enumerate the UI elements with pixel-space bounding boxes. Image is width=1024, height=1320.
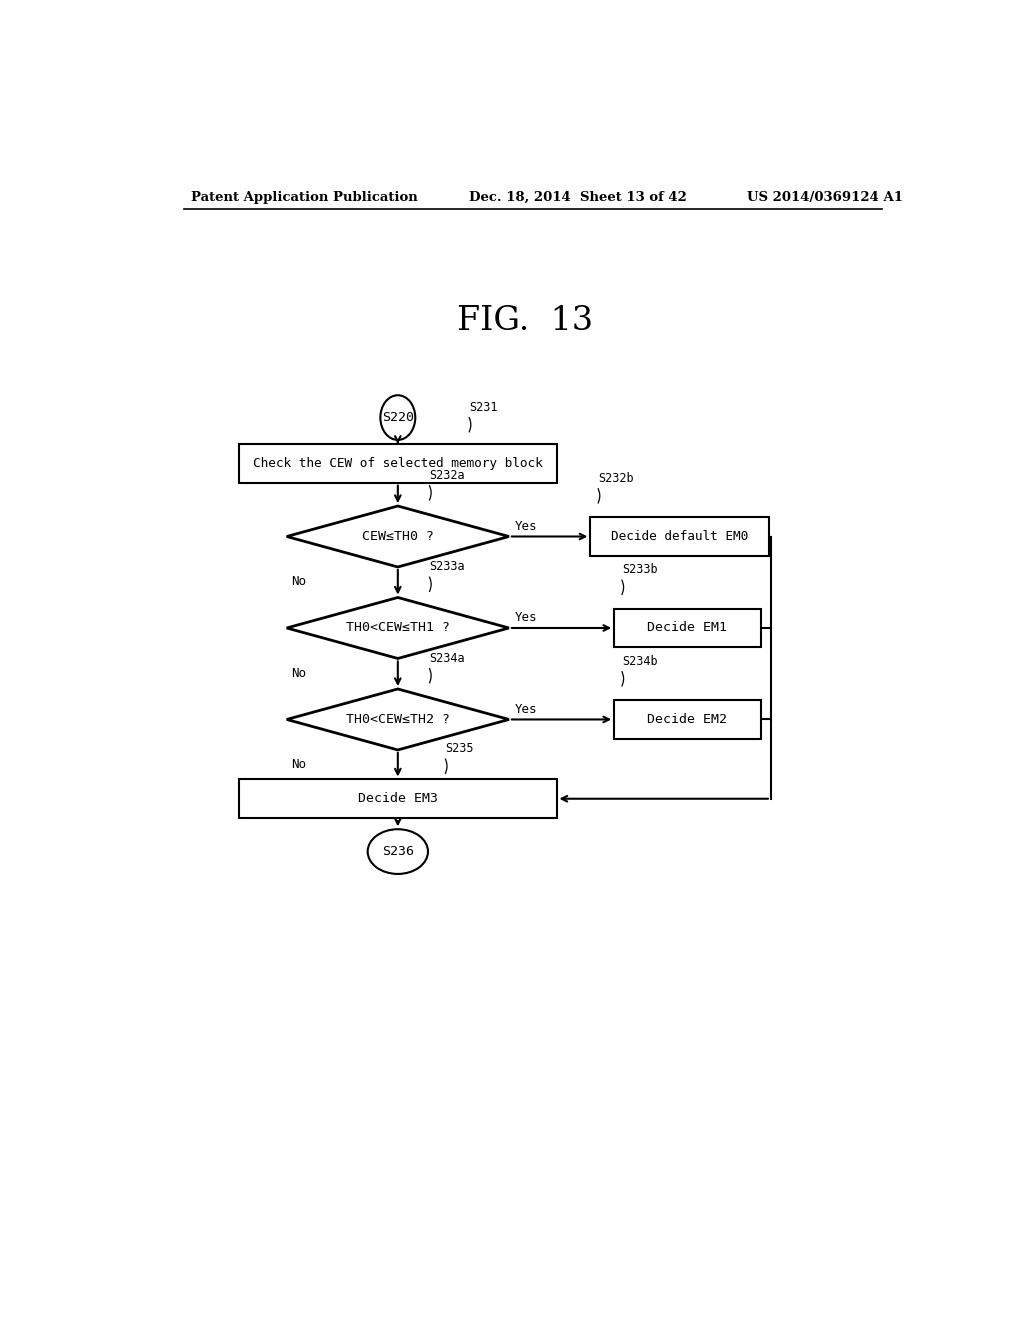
- Text: S235: S235: [445, 742, 474, 755]
- Text: Decide EM3: Decide EM3: [357, 792, 438, 805]
- Bar: [240, 779, 557, 818]
- Text: S233b: S233b: [622, 564, 657, 576]
- Text: S236: S236: [382, 845, 414, 858]
- Text: S233a: S233a: [430, 560, 465, 573]
- Text: Patent Application Publication: Patent Application Publication: [191, 190, 418, 203]
- Text: S232b: S232b: [598, 471, 634, 484]
- Text: TH0<CEW≤TH1 ?: TH0<CEW≤TH1 ?: [346, 622, 450, 635]
- Text: Decide EM2: Decide EM2: [647, 713, 727, 726]
- Text: S234a: S234a: [430, 652, 465, 664]
- Text: Check the CEW of selected memory block: Check the CEW of selected memory block: [253, 457, 543, 470]
- Circle shape: [380, 395, 416, 440]
- Bar: [614, 700, 761, 739]
- Text: S234b: S234b: [622, 655, 657, 668]
- Bar: [240, 444, 557, 483]
- Ellipse shape: [368, 829, 428, 874]
- Text: S231: S231: [469, 400, 498, 413]
- Text: CEW≤TH0 ?: CEW≤TH0 ?: [361, 531, 434, 543]
- Polygon shape: [287, 598, 509, 659]
- Text: Decide EM1: Decide EM1: [647, 622, 727, 635]
- Text: Decide default EM0: Decide default EM0: [611, 531, 749, 543]
- Polygon shape: [287, 506, 509, 568]
- Text: TH0<CEW≤TH2 ?: TH0<CEW≤TH2 ?: [346, 713, 450, 726]
- Text: S220: S220: [382, 411, 414, 424]
- Text: No: No: [291, 576, 306, 589]
- Text: FIG.  13: FIG. 13: [457, 305, 593, 337]
- Bar: [590, 517, 769, 556]
- Text: Yes: Yes: [515, 611, 538, 624]
- Bar: [614, 609, 761, 647]
- Text: US 2014/0369124 A1: US 2014/0369124 A1: [748, 190, 903, 203]
- Text: Yes: Yes: [515, 520, 538, 533]
- Text: No: No: [291, 667, 306, 680]
- Polygon shape: [287, 689, 509, 750]
- Text: Dec. 18, 2014  Sheet 13 of 42: Dec. 18, 2014 Sheet 13 of 42: [469, 190, 687, 203]
- Text: Yes: Yes: [515, 702, 538, 715]
- Text: No: No: [291, 758, 306, 771]
- Text: S232a: S232a: [430, 469, 465, 482]
